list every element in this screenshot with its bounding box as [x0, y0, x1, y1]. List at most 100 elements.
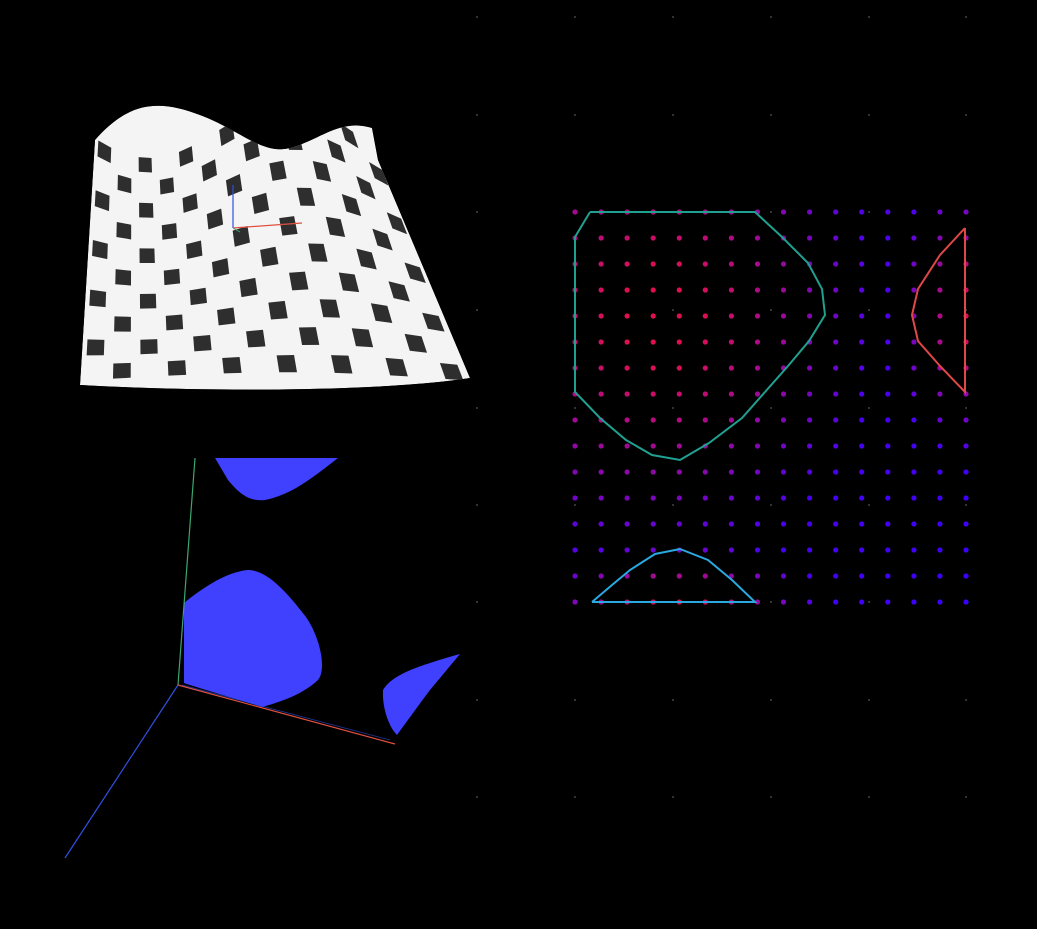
checker-cell [388, 281, 410, 302]
field-point [807, 547, 813, 553]
field-point [624, 469, 630, 475]
checker-cell [340, 123, 359, 149]
field-point [885, 443, 891, 449]
field-point [807, 443, 813, 449]
field-point [624, 235, 630, 241]
field-point [754, 573, 761, 579]
checker-cell [276, 354, 298, 373]
field-point [885, 365, 891, 371]
checker-cell [327, 139, 346, 163]
field-point [859, 313, 865, 319]
grid-marker [574, 796, 576, 798]
field-point [650, 547, 656, 553]
field-point [885, 547, 891, 553]
grid-marker [672, 504, 674, 506]
field-point [833, 599, 839, 605]
field-point [963, 547, 969, 553]
field-point [676, 339, 682, 345]
checker-cell [94, 190, 110, 212]
checker-cell [385, 357, 408, 377]
checker-cell [372, 228, 393, 251]
grid-marker [476, 114, 478, 116]
field-point [807, 365, 813, 371]
field-point [911, 417, 917, 423]
field-point [598, 287, 604, 293]
checker-cell [206, 208, 224, 230]
field-point [754, 521, 761, 527]
contour-bottom [591, 547, 758, 603]
grid-marker [476, 796, 478, 798]
checker-cell [211, 258, 230, 278]
checker-cell [97, 140, 112, 164]
checker-cell [439, 362, 464, 381]
field-point [572, 547, 578, 553]
field-point [702, 417, 708, 423]
grid-marker [868, 309, 870, 311]
grid-marker [770, 699, 772, 701]
checker-cell [163, 268, 181, 286]
field-point [572, 469, 578, 475]
field-point [807, 391, 813, 397]
checker-cell [186, 240, 203, 260]
field-point [911, 287, 917, 293]
field-point [624, 313, 630, 319]
field-point [807, 235, 813, 241]
regions-view[interactable] [64, 457, 460, 859]
checker-cell [243, 138, 260, 162]
grid-marker [672, 309, 674, 311]
field-point [754, 469, 761, 475]
field-point [833, 365, 839, 371]
field-point [728, 365, 735, 371]
grid-marker [770, 601, 772, 603]
checker-cell [319, 299, 341, 318]
field-point [650, 417, 656, 423]
field-point [624, 495, 630, 501]
field-point [780, 547, 787, 553]
field-point [859, 547, 865, 553]
field-point [650, 365, 656, 371]
field-point [885, 521, 891, 527]
checker-cell [251, 192, 270, 215]
checker-cell [279, 216, 298, 236]
field-point [780, 287, 787, 293]
field-point [650, 339, 656, 345]
contour-view[interactable] [476, 16, 969, 798]
contour-large [574, 211, 827, 462]
checker-cell [115, 269, 132, 286]
field-point [833, 547, 839, 553]
grid-marker [476, 504, 478, 506]
field-point [937, 417, 943, 423]
field-point [624, 417, 630, 423]
field-point [833, 235, 839, 241]
field-point [728, 339, 735, 345]
field-point [754, 261, 761, 267]
field-point [937, 287, 943, 293]
field-point [859, 339, 865, 345]
field-point [754, 287, 761, 293]
field-point [833, 417, 839, 423]
checker-cell [86, 339, 105, 356]
grid-marker [868, 601, 870, 603]
axis-x-line [177, 684, 396, 745]
field-point [728, 313, 735, 319]
checker-cell [246, 329, 266, 348]
field-point [885, 495, 891, 501]
field-point [807, 469, 813, 475]
checker-cell [404, 262, 426, 283]
region-right [382, 654, 460, 735]
grid-marker [868, 699, 870, 701]
field-point [780, 391, 787, 397]
checker-cell [89, 289, 107, 308]
checker-cell [201, 159, 217, 182]
grid-marker [672, 114, 674, 116]
grid-marker [672, 16, 674, 18]
field-point [676, 235, 682, 241]
field-point [650, 521, 656, 527]
field-point [937, 573, 943, 579]
field-point [833, 339, 839, 345]
field-point [728, 417, 735, 423]
field-point [728, 391, 735, 397]
checker-cell [161, 223, 178, 240]
field-point [650, 261, 656, 267]
field-point [780, 469, 787, 475]
